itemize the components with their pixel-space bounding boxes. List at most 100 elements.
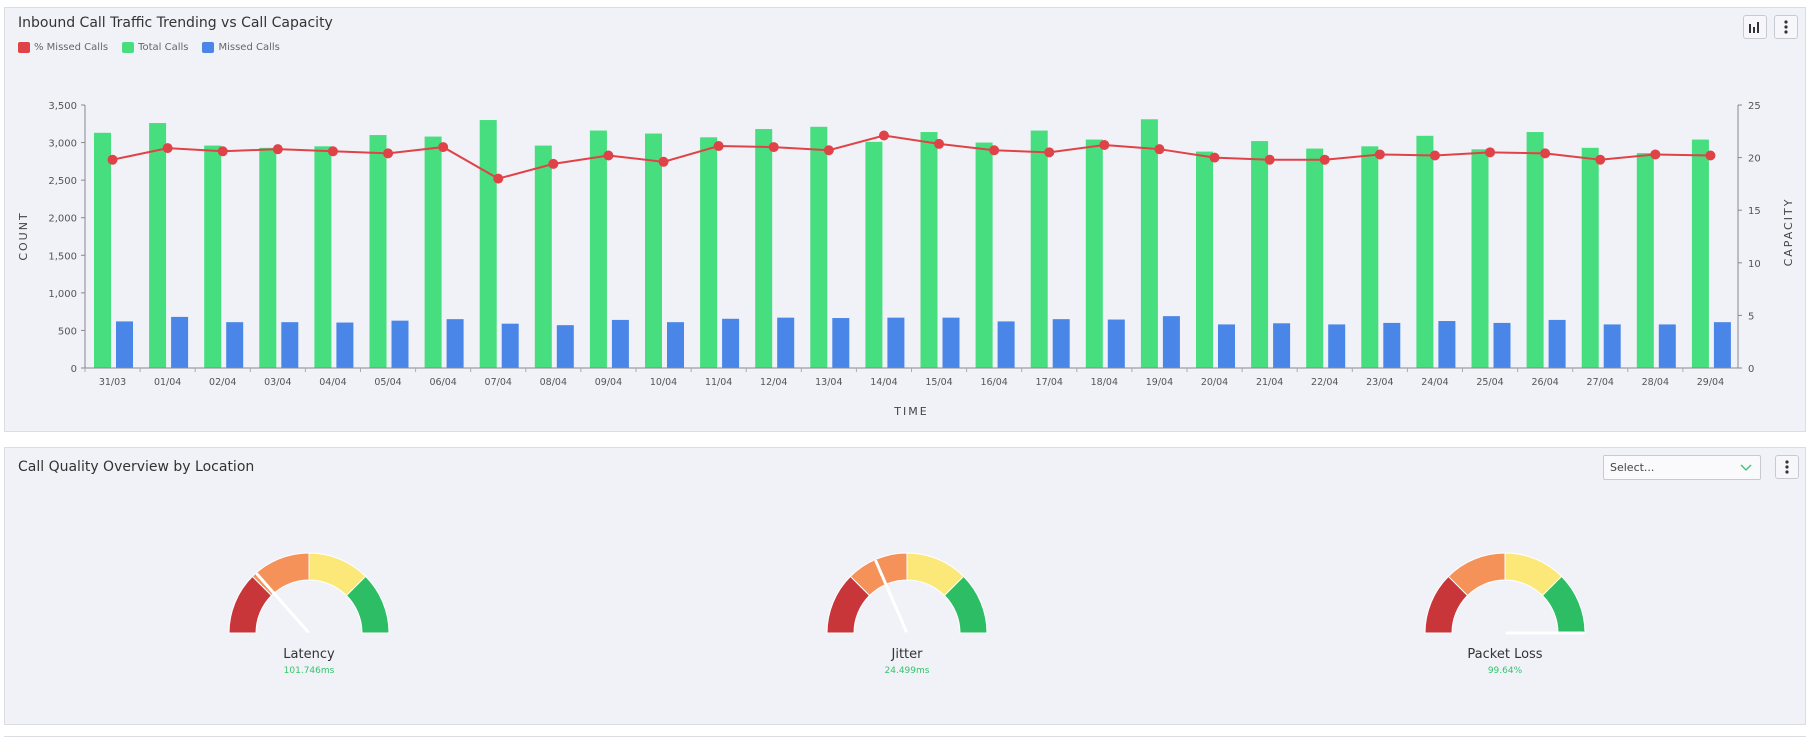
missed-pct-point bbox=[1154, 144, 1165, 155]
total-calls-bar bbox=[1085, 139, 1103, 368]
y-tick-label: 3,500 bbox=[48, 101, 77, 112]
total-calls-bar bbox=[94, 132, 111, 368]
traffic-panel-title: Inbound Call Traffic Trending vs Call Ca… bbox=[18, 15, 333, 31]
chevron-down-icon bbox=[1740, 464, 1752, 471]
total-calls-bar bbox=[1030, 130, 1048, 368]
missed-pct-point bbox=[1485, 147, 1496, 158]
legend-swatch-missed-pct bbox=[18, 42, 30, 53]
total-calls-bar bbox=[534, 145, 552, 368]
x-tick-label: 14/04 bbox=[870, 377, 897, 388]
traffic-panel: Inbound Call Traffic Trending vs Call Ca… bbox=[4, 7, 1806, 432]
legend-item-total[interactable]: Total Calls bbox=[122, 42, 188, 53]
legend-label-missed: Missed Calls bbox=[218, 42, 280, 53]
missed-pct-point bbox=[493, 173, 504, 184]
missed-calls-bar bbox=[1273, 323, 1291, 368]
quality-panel-title: Call Quality Overview by Location bbox=[18, 459, 255, 475]
gauge-band-green bbox=[345, 575, 390, 634]
total-calls-bar bbox=[920, 132, 938, 368]
total-calls-bar bbox=[1526, 132, 1544, 368]
x-tick-label: 09/04 bbox=[595, 377, 622, 388]
missed-calls-bar bbox=[1438, 321, 1456, 368]
missed-calls-bar bbox=[667, 322, 684, 368]
missed-calls-bar bbox=[171, 316, 189, 368]
total-calls-bar bbox=[1251, 141, 1269, 368]
missed-pct-point bbox=[989, 145, 1000, 156]
missed-calls-bar bbox=[832, 318, 850, 368]
location-select-value: Select... bbox=[1610, 461, 1655, 474]
missed-calls-bar bbox=[226, 322, 244, 368]
gauge-packet-loss: Packet Loss 99.64% bbox=[1405, 647, 1605, 676]
missed-calls-bar bbox=[997, 321, 1015, 368]
missed-calls-bar bbox=[777, 317, 795, 368]
missed-pct-point bbox=[823, 145, 834, 156]
y-tick-label: 1,000 bbox=[48, 289, 77, 300]
missed-pct-point bbox=[1595, 154, 1606, 165]
vertical-dots-icon bbox=[1784, 20, 1788, 34]
chart-type-button[interactable] bbox=[1743, 15, 1767, 39]
missed-calls-bar bbox=[1603, 324, 1621, 368]
gauge-title: Latency bbox=[283, 647, 335, 662]
missed-pct-point bbox=[934, 138, 945, 149]
missed-calls-bar bbox=[1162, 316, 1180, 368]
x-tick-label: 19/04 bbox=[1146, 377, 1173, 388]
quality-menu-button[interactable] bbox=[1775, 455, 1799, 479]
gauge-graphics bbox=[228, 552, 1586, 635]
gauge-needle bbox=[255, 572, 310, 633]
legend-label-missed-pct: % Missed Calls bbox=[34, 42, 109, 53]
total-calls-bar bbox=[975, 142, 993, 368]
total-calls-bar bbox=[259, 147, 277, 368]
missed-calls-bar bbox=[501, 323, 519, 368]
missed-calls-bar bbox=[1107, 319, 1125, 368]
x-tick-label: 05/04 bbox=[374, 377, 401, 388]
x-tick-label: 28/04 bbox=[1642, 377, 1669, 388]
missed-calls-bar bbox=[887, 317, 905, 368]
x-tick-label: 08/04 bbox=[540, 377, 567, 388]
gauge-needle bbox=[874, 559, 908, 633]
missed-pct-point bbox=[878, 130, 889, 141]
total-calls-bar bbox=[1361, 146, 1379, 368]
missed-pct-point bbox=[217, 146, 228, 157]
missed-pct-point bbox=[1319, 154, 1330, 165]
missed-pct-point bbox=[1705, 150, 1716, 161]
x-tick-label: 25/04 bbox=[1476, 377, 1503, 388]
missed-pct-point bbox=[1264, 154, 1275, 165]
gauge-band-green bbox=[943, 575, 988, 634]
missed-calls-bar bbox=[336, 322, 354, 368]
legend-item-missed-pct[interactable]: % Missed Calls bbox=[18, 42, 108, 53]
missed-pct-point bbox=[438, 142, 449, 153]
y2-tick-label: 10 bbox=[1748, 259, 1761, 270]
total-calls-bar bbox=[700, 137, 718, 368]
missed-calls-bar bbox=[281, 322, 299, 368]
y2-tick-label: 0 bbox=[1748, 364, 1754, 375]
legend-label-total: Total Calls bbox=[138, 42, 189, 53]
x-tick-label: 21/04 bbox=[1256, 377, 1283, 388]
missed-calls-bar bbox=[391, 320, 409, 368]
x-tick-label: 04/04 bbox=[319, 377, 346, 388]
chart-legend: % Missed Calls Total Calls Missed Calls bbox=[18, 42, 280, 53]
y-tick-label: 2,500 bbox=[48, 176, 77, 187]
x-tick-label: 20/04 bbox=[1201, 377, 1228, 388]
gauge-title: Packet Loss bbox=[1467, 647, 1543, 662]
missed-pct-point bbox=[327, 146, 338, 157]
total-calls-bar bbox=[479, 120, 497, 369]
total-calls-bar bbox=[589, 130, 607, 368]
legend-item-missed[interactable]: Missed Calls bbox=[202, 42, 280, 53]
missed-pct-point bbox=[1044, 147, 1055, 158]
x-tick-label: 15/04 bbox=[925, 377, 952, 388]
missed-calls-bar bbox=[446, 319, 464, 368]
gauge-value: 24.499ms bbox=[884, 666, 930, 676]
x-tick-label: 27/04 bbox=[1587, 377, 1614, 388]
x-tick-label: 31/03 bbox=[99, 377, 126, 388]
y2-tick-label: 25 bbox=[1748, 101, 1761, 112]
total-calls-bar bbox=[810, 126, 828, 368]
missed-pct-point bbox=[1429, 150, 1440, 161]
total-calls-bar bbox=[1471, 149, 1489, 368]
total-calls-bar bbox=[1306, 148, 1324, 368]
y2-tick-label: 5 bbox=[1748, 311, 1754, 322]
location-select[interactable]: Select... bbox=[1603, 455, 1761, 480]
x-tick-label: 07/04 bbox=[485, 377, 512, 388]
missed-calls-bar bbox=[1713, 322, 1731, 368]
gauge-value: 99.64% bbox=[1487, 666, 1523, 676]
gauge-value: 101.746ms bbox=[283, 666, 335, 676]
chart-menu-button[interactable] bbox=[1774, 15, 1798, 39]
